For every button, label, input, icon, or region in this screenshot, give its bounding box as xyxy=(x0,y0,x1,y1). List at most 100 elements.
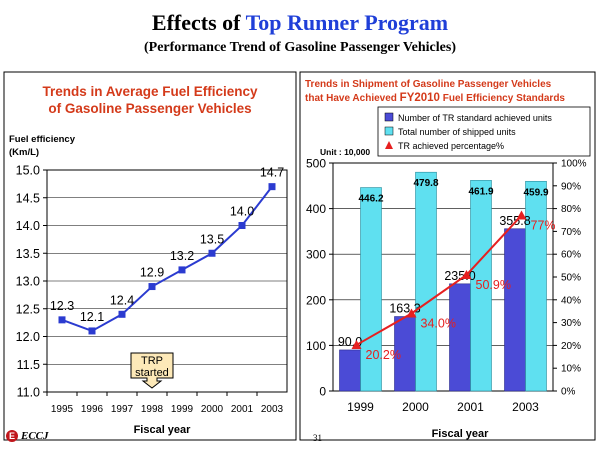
right-x-tick-label: 2001 xyxy=(457,400,484,414)
left-y-axis-label-line1: Fuel efficiency xyxy=(9,134,76,145)
left-x-tick-label: 2003 xyxy=(261,404,284,415)
left-y-tick-label: 14.5 xyxy=(16,191,40,205)
total-units-data-label: 461.9 xyxy=(468,186,493,197)
tr-percentage-data-label: 50.9% xyxy=(476,278,511,292)
fuel-efficiency-data-label: 12.9 xyxy=(140,266,164,280)
left-chart-title-line1: Trends in Average Fuel Efficiency xyxy=(42,84,258,99)
left-y-tick-label: 12.0 xyxy=(16,330,40,344)
left-x-tick-label: 1998 xyxy=(141,404,164,415)
tr-percentage-data-label: 34.0% xyxy=(421,316,456,330)
page-number: 31 xyxy=(313,433,322,443)
fuel-efficiency-point xyxy=(118,310,126,318)
left-x-tick-label: 1997 xyxy=(111,404,134,415)
fuel-efficiency-point xyxy=(88,327,96,335)
bar-total-units xyxy=(525,180,547,392)
right-x-tick-label: 1999 xyxy=(347,400,374,414)
unit-label: Unit : 10,000 xyxy=(320,147,370,157)
bar-achieved-units xyxy=(504,228,526,392)
left-y-axis-label-line2: (Km/L) xyxy=(9,147,39,158)
right-y2-tick-label: 60% xyxy=(561,250,581,261)
tr-percentage-point xyxy=(516,210,527,220)
legend: Number of TR standard achieved units Tot… xyxy=(377,106,591,157)
left-y-tick-label: 13.0 xyxy=(16,275,40,289)
right-x-tick-label: 2003 xyxy=(512,400,539,414)
left-chart-title-line2: of Gasoline Passenger Vehicles xyxy=(48,101,251,116)
right-y2-tick-label: 50% xyxy=(561,273,581,284)
left-x-tick-label: 1995 xyxy=(51,404,74,415)
fuel-efficiency-data-label: 13.2 xyxy=(170,249,194,263)
legend-label-percentage: TR achieved percentage% xyxy=(398,141,504,151)
legend-label-achieved: Number of TR standard achieved units xyxy=(398,113,552,123)
total-units-data-label: 459.9 xyxy=(523,187,548,198)
left-y-tick-label: 11.5 xyxy=(17,358,40,372)
right-y-tick-label: 0 xyxy=(319,385,326,399)
bar-total-units xyxy=(415,171,437,392)
trp-callout-line2: started xyxy=(135,367,169,379)
eccj-logo-text: ECCJ xyxy=(21,430,49,442)
trp-started-callout: TRP started xyxy=(130,352,174,389)
eccj-logo-mark: E xyxy=(6,430,18,442)
eccj-logo: E ECCJ xyxy=(6,430,49,442)
right-y2-tick-label: 0% xyxy=(561,387,576,398)
fuel-efficiency-data-label: 13.5 xyxy=(200,232,224,246)
total-units-data-label: 479.8 xyxy=(413,178,438,189)
right-y2-tick-label: 90% xyxy=(561,181,581,192)
right-x-axis-label: Fiscal year xyxy=(432,428,490,440)
tr-percentage-point xyxy=(461,269,472,279)
tr-percentage-point xyxy=(351,339,362,349)
page-title: Effects of Top Runner Program xyxy=(151,10,449,35)
fuel-efficiency-data-label: 12.4 xyxy=(110,293,134,307)
right-x-tick-label: 2000 xyxy=(402,400,429,414)
right-chart-title-line2: that Have Achieved FY2010 Fuel Efficienc… xyxy=(305,92,565,104)
fuel-efficiency-line xyxy=(61,186,273,333)
achieved-units-data-label: 355.8 xyxy=(499,214,530,228)
left-y-tick-label: 12.5 xyxy=(16,302,40,316)
tr-percentage-point xyxy=(406,308,417,318)
right-y2-tick-label: 30% xyxy=(561,318,581,329)
left-y-tick-label: 11.0 xyxy=(17,386,40,400)
right-y-tick-label: 500 xyxy=(306,157,326,171)
right-y-tick-label: 400 xyxy=(306,202,326,216)
right-y2-tick-label: 20% xyxy=(561,341,581,352)
left-x-axis-label: Fiscal year xyxy=(134,424,192,436)
left-y-tick-label: 13.5 xyxy=(16,247,40,261)
fuel-efficiency-point xyxy=(58,316,66,324)
right-y2-tick-label: 10% xyxy=(561,364,581,375)
trp-callout-line1: TRP xyxy=(141,355,163,367)
page-title-highlight: Top Runner Program xyxy=(245,10,449,35)
bar-achieved-units xyxy=(339,349,361,392)
achieved-units-data-label: 163.3 xyxy=(389,302,420,316)
fuel-efficiency-data-label: 12.3 xyxy=(50,299,74,313)
left-y-tick-label: 15.0 xyxy=(16,164,40,178)
fuel-efficiency-point xyxy=(238,222,246,229)
tr-percentage-line xyxy=(356,214,523,346)
legend-box xyxy=(377,106,591,157)
right-y-tick-label: 200 xyxy=(306,293,326,307)
bar-total-units xyxy=(470,180,492,392)
fuel-efficiency-data-label: 12.1 xyxy=(80,310,104,324)
left-x-tick-label: 2001 xyxy=(231,404,254,415)
legend-marker-percentage xyxy=(385,141,393,149)
fuel-efficiency-data-label: 14.7 xyxy=(260,166,284,180)
fuel-efficiency-point xyxy=(268,183,276,191)
legend-label-total: Total number of shipped units xyxy=(398,127,516,137)
bar-achieved-units xyxy=(449,283,471,392)
right-y-tick-label: 300 xyxy=(306,248,326,262)
page-subtitle: (Performance Trend of Gasoline Passenger… xyxy=(144,40,456,55)
fuel-efficiency-data-label: 14.0 xyxy=(230,205,254,219)
left-x-tick-label: 1999 xyxy=(171,404,194,415)
fuel-efficiency-point xyxy=(178,266,186,274)
left-x-tick-label: 2000 xyxy=(201,404,224,415)
right-y2-tick-label: 80% xyxy=(561,204,581,215)
left-x-tick-label: 1996 xyxy=(81,404,104,415)
right-y2-tick-label: 40% xyxy=(561,295,581,306)
total-units-data-label: 446.2 xyxy=(358,194,383,205)
trp-callout-shape xyxy=(130,352,174,389)
legend-swatch-achieved xyxy=(384,112,394,122)
left-y-tick-label: 14.0 xyxy=(16,219,40,233)
tr-percentage-data-label: 77% xyxy=(531,218,556,232)
right-y2-tick-label: 100% xyxy=(561,159,587,170)
right-y2-tick-label: 70% xyxy=(561,227,581,238)
